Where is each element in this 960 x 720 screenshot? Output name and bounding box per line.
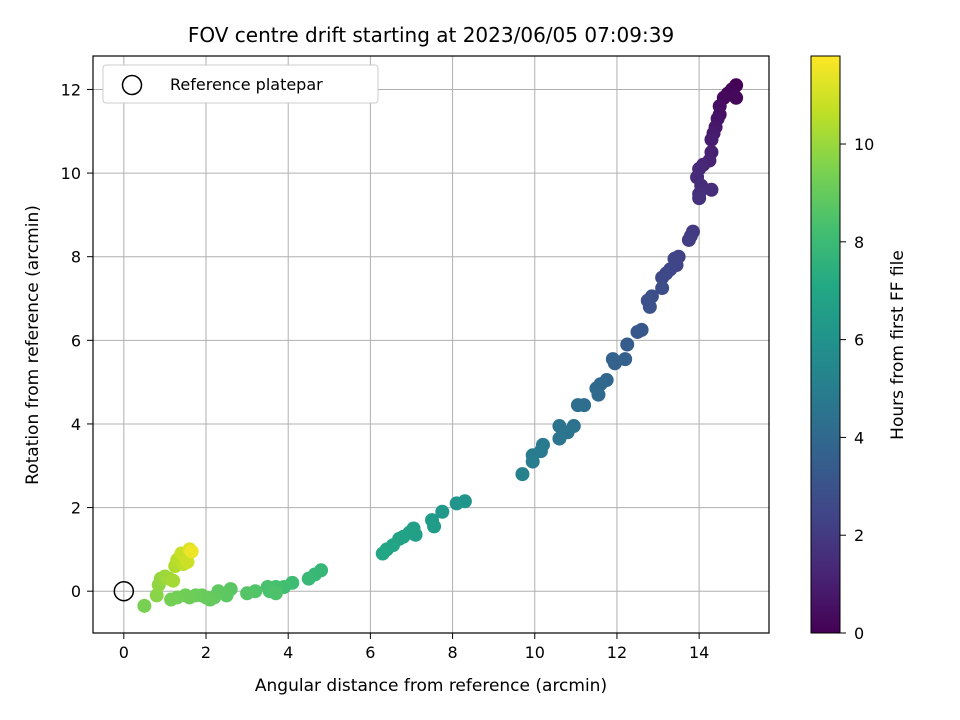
legend-entry-label: Reference platepar <box>170 75 323 94</box>
data-point <box>552 431 567 446</box>
data-point <box>655 281 670 296</box>
data-point <box>301 571 316 586</box>
y-tick-label: 12 <box>61 80 81 99</box>
data-point <box>570 398 585 413</box>
data-point <box>166 573 181 588</box>
x-tick-label: 14 <box>689 643 709 662</box>
data-point <box>184 544 199 559</box>
colorbar-label: Hours from first FF file <box>888 250 908 440</box>
data-point <box>607 356 622 371</box>
data-point <box>149 588 164 603</box>
legend: Reference platepar <box>102 64 379 104</box>
reference-marker <box>113 580 135 602</box>
x-tick-label: 0 <box>119 643 129 662</box>
y-tick-label: 0 <box>71 582 81 601</box>
colorbar-ticks: 0 2 4 6 8 10 <box>840 135 874 643</box>
data-point <box>268 586 283 601</box>
legend-marker-icon <box>121 74 143 96</box>
data-point <box>729 90 744 105</box>
x-tick-label: 2 <box>201 643 211 662</box>
data-point <box>164 592 179 607</box>
data-point <box>591 387 606 402</box>
x-tick-label: 10 <box>525 643 545 662</box>
data-point <box>137 598 152 613</box>
y-axis-ticks: 0 2 4 6 8 10 12 <box>61 80 93 601</box>
x-axis-label: Angular distance from reference (arcmin) <box>255 676 607 696</box>
data-point <box>375 546 390 561</box>
x-tick-label: 6 <box>365 643 375 662</box>
data-point <box>620 337 635 352</box>
y-tick-label: 10 <box>61 164 81 183</box>
y-tick-label: 2 <box>71 499 81 518</box>
plot-frame <box>92 55 770 634</box>
y-axis-label: Rotation from reference (arcmin) <box>23 205 43 485</box>
chart-title: FOV centre drift starting at 2023/06/05 … <box>188 23 674 47</box>
x-tick-label: 4 <box>283 643 293 662</box>
legend-box <box>102 64 379 104</box>
data-points <box>137 78 744 613</box>
data-point <box>681 232 696 247</box>
data-point <box>427 519 442 534</box>
y-tick-label: 6 <box>71 331 81 350</box>
colorbar-tick-label: 6 <box>854 331 864 350</box>
y-tick-label: 8 <box>71 248 81 267</box>
x-tick-label: 12 <box>607 643 627 662</box>
x-axis-ticks: 0 2 4 6 8 10 12 14 <box>119 633 709 662</box>
data-point <box>525 454 540 469</box>
data-point <box>630 324 645 339</box>
grid-lines <box>93 56 769 633</box>
colorbar-tick-label: 4 <box>854 428 864 447</box>
data-point <box>704 182 719 197</box>
data-point <box>642 299 657 314</box>
colorbar-tick-label: 0 <box>854 624 864 643</box>
x-tick-label: 8 <box>447 643 457 662</box>
colorbar-gradient <box>810 55 841 634</box>
y-tick-label: 4 <box>71 415 81 434</box>
data-point <box>515 467 530 482</box>
data-point <box>240 586 255 601</box>
colorbar: 0 2 4 6 8 10 Hours from first FF file <box>810 55 908 643</box>
data-point <box>449 496 464 511</box>
colorbar-tick-label: 8 <box>854 233 864 252</box>
data-point <box>692 191 707 206</box>
data-point <box>704 132 719 147</box>
data-point <box>435 504 450 519</box>
data-point <box>655 270 670 285</box>
colorbar-tick-label: 2 <box>854 526 864 545</box>
colorbar-tick-label: 10 <box>854 135 874 154</box>
